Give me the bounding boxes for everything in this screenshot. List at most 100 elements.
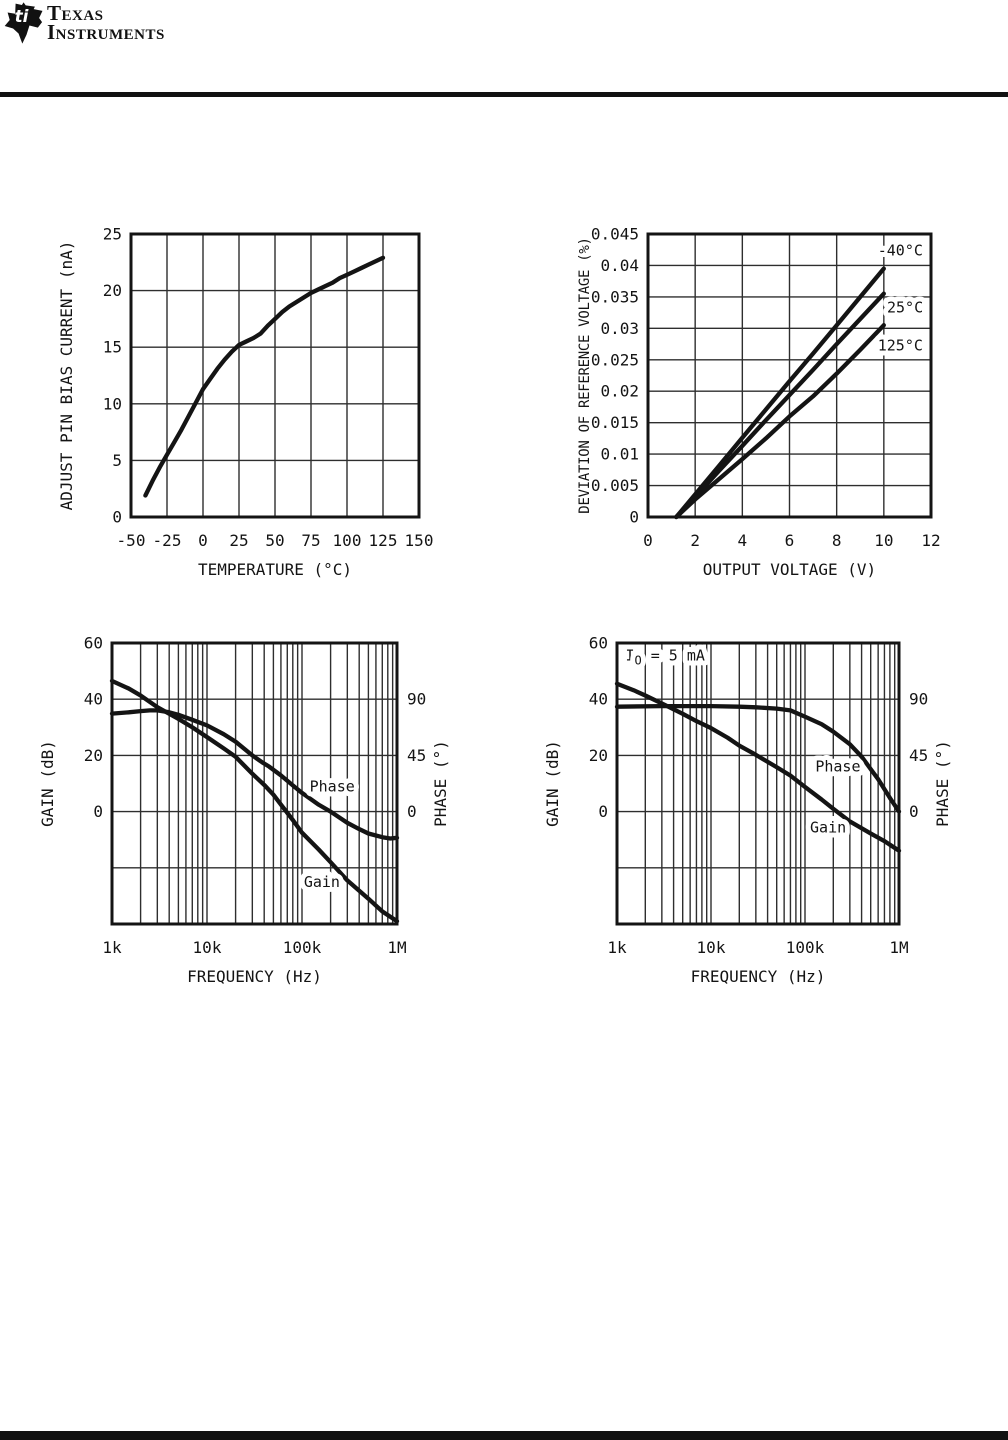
ytick-label: 10 xyxy=(103,394,122,413)
curve-25-c xyxy=(674,291,886,520)
ytick-label: 0 xyxy=(629,508,639,527)
right-ytick-label: 90 xyxy=(407,690,426,709)
y-axis-title: GAIN (dB) xyxy=(38,740,57,827)
x-axis-title: FREQUENCY (Hz) xyxy=(187,967,322,986)
chart-gain-phase-vs-frequency: 60 40 20 0 90 45 0 1k 10k 100k 1M FREQUENCY (Hz) GAI… xyxy=(38,634,450,987)
plot-border xyxy=(646,232,933,519)
texas-map-shape xyxy=(4,2,43,44)
y-axis-title: ADJUST PIN BIAS CURRENT (nA) xyxy=(57,241,76,511)
curve-phase xyxy=(614,703,902,814)
grid xyxy=(647,233,932,518)
plot-label-phase: Phase xyxy=(815,758,860,776)
y-axis-title: GAIN (dB) xyxy=(543,740,562,827)
xtick-label: -50 xyxy=(117,531,146,550)
right-ytick-label: 0 xyxy=(909,802,919,821)
ytick-label: 0.04 xyxy=(600,256,639,275)
y-axis-title-right: PHASE (°) xyxy=(431,740,450,827)
ytick-label: 0.015 xyxy=(591,413,639,432)
ytick-label: 0.045 xyxy=(591,225,639,244)
ytick-label: 20 xyxy=(589,746,608,765)
ytick-label: 0 xyxy=(112,508,122,527)
xtick-label: 10k xyxy=(193,938,222,957)
ytick-label: 15 xyxy=(103,338,122,357)
grid xyxy=(130,233,420,518)
curve-gain xyxy=(109,678,400,924)
right-ytick-label: 45 xyxy=(909,746,928,765)
xtick-label: 25 xyxy=(229,531,248,550)
header-rule xyxy=(0,92,1008,97)
ytick-label: 5 xyxy=(112,451,122,470)
plot-border xyxy=(129,232,421,519)
plot-label-gain: Gain xyxy=(810,819,846,837)
xtick-label: 12 xyxy=(921,531,940,550)
plot-label-io-5ma: IO = 5 mA xyxy=(625,647,704,668)
brand-line-texas: Texas xyxy=(47,1,104,25)
xtick-label: 50 xyxy=(265,531,284,550)
ti-mark-letters: ti xyxy=(15,6,29,26)
ytick-label: 40 xyxy=(589,690,608,709)
curve-phase xyxy=(109,708,400,841)
ytick-label: 0.025 xyxy=(591,350,639,369)
xtick-label: 4 xyxy=(738,531,748,550)
y-axis-title-right: PHASE (°) xyxy=(933,740,952,827)
y-axis-title: DEVIATION OF REFERENCE VOLTAGE (%) xyxy=(577,237,593,513)
x-axis-title: TEMPERATURE (°C) xyxy=(198,560,352,579)
grid xyxy=(616,643,900,924)
ytick-label: 40 xyxy=(84,690,103,709)
plot-label-25-c: 25°C xyxy=(887,299,923,317)
ytick-label: 0.005 xyxy=(591,476,639,495)
ytick-label: 0 xyxy=(598,802,608,821)
ytick-label: 0.035 xyxy=(591,287,639,306)
xtick-label: 10k xyxy=(697,938,726,957)
x-axis-title: OUTPUT VOLTAGE (V) xyxy=(703,560,876,579)
plot-label-125-c: 125°C xyxy=(878,336,923,354)
plot-label-phase: Phase xyxy=(310,777,355,795)
ti-logo-wordmark: Texas Instruments xyxy=(47,1,165,44)
right-ytick-label: 45 xyxy=(407,746,426,765)
ytick-label: 60 xyxy=(84,634,103,653)
xtick-label: 100k xyxy=(283,938,322,957)
ytick-label: 0.02 xyxy=(600,382,639,401)
xtick-label: 2 xyxy=(690,531,700,550)
xtick-label: -25 xyxy=(153,531,182,550)
x-axis-title: FREQUENCY (Hz) xyxy=(691,967,826,986)
xtick-label: 10 xyxy=(874,531,893,550)
ytick-label: 25 xyxy=(103,225,122,244)
xtick-label: 75 xyxy=(301,531,320,550)
grid xyxy=(111,643,398,924)
curve-gain xyxy=(614,681,902,853)
curve-125-c xyxy=(674,323,886,520)
curve-40-c xyxy=(674,266,886,520)
xtick-label: 100 xyxy=(333,531,362,550)
ytick-label: 0 xyxy=(93,802,103,821)
plot-label-gain: Gain xyxy=(304,873,340,891)
curve-adjust-pin-bias-current xyxy=(143,255,386,498)
xtick-label: 0 xyxy=(198,531,208,550)
chart-gain-phase-vs-frequency-io-5ma: 60 40 20 0 90 45 0 1k 10k 100k 1M FREQUENCY (Hz) GAI… xyxy=(543,634,952,987)
xtick-label: 8 xyxy=(832,531,842,550)
right-ytick-label: 90 xyxy=(909,690,928,709)
xtick-label: 0 xyxy=(643,531,653,550)
ytick-label: 0.03 xyxy=(600,319,639,338)
ytick-label: 20 xyxy=(84,746,103,765)
chart-adjust-pin-bias-current-vs-temperature: 0 5 10 15 20 25 -50 -25 0 25 50 75 100 125 150 TEMPERAT… xyxy=(57,225,434,580)
xtick-label: 125 xyxy=(369,531,398,550)
xtick-label: 1M xyxy=(387,938,406,957)
plot-label-40-c: -40°C xyxy=(878,241,923,259)
xtick-label: 1k xyxy=(102,938,122,957)
brand-line-instruments: Instruments xyxy=(47,20,165,44)
chart-reference-voltage-deviation-vs-output-voltage: 0 0.005 0.01 0.015 0.02 0.025 0.03 0.035 0.04 0.0… xyxy=(577,225,941,580)
ytick-label: 20 xyxy=(103,281,122,300)
xtick-label: 6 xyxy=(785,531,795,550)
ytick-label: 60 xyxy=(589,634,608,653)
xtick-label: 1k xyxy=(607,938,627,957)
ti-logo-icon: ti xyxy=(4,2,43,44)
xtick-label: 1M xyxy=(889,938,908,957)
xtick-label: 100k xyxy=(786,938,825,957)
plot-border xyxy=(110,641,399,926)
footer-rule xyxy=(0,1431,1008,1440)
xtick-label: 150 xyxy=(405,531,434,550)
plot-border xyxy=(615,641,901,926)
ytick-label: 0.01 xyxy=(600,445,639,464)
